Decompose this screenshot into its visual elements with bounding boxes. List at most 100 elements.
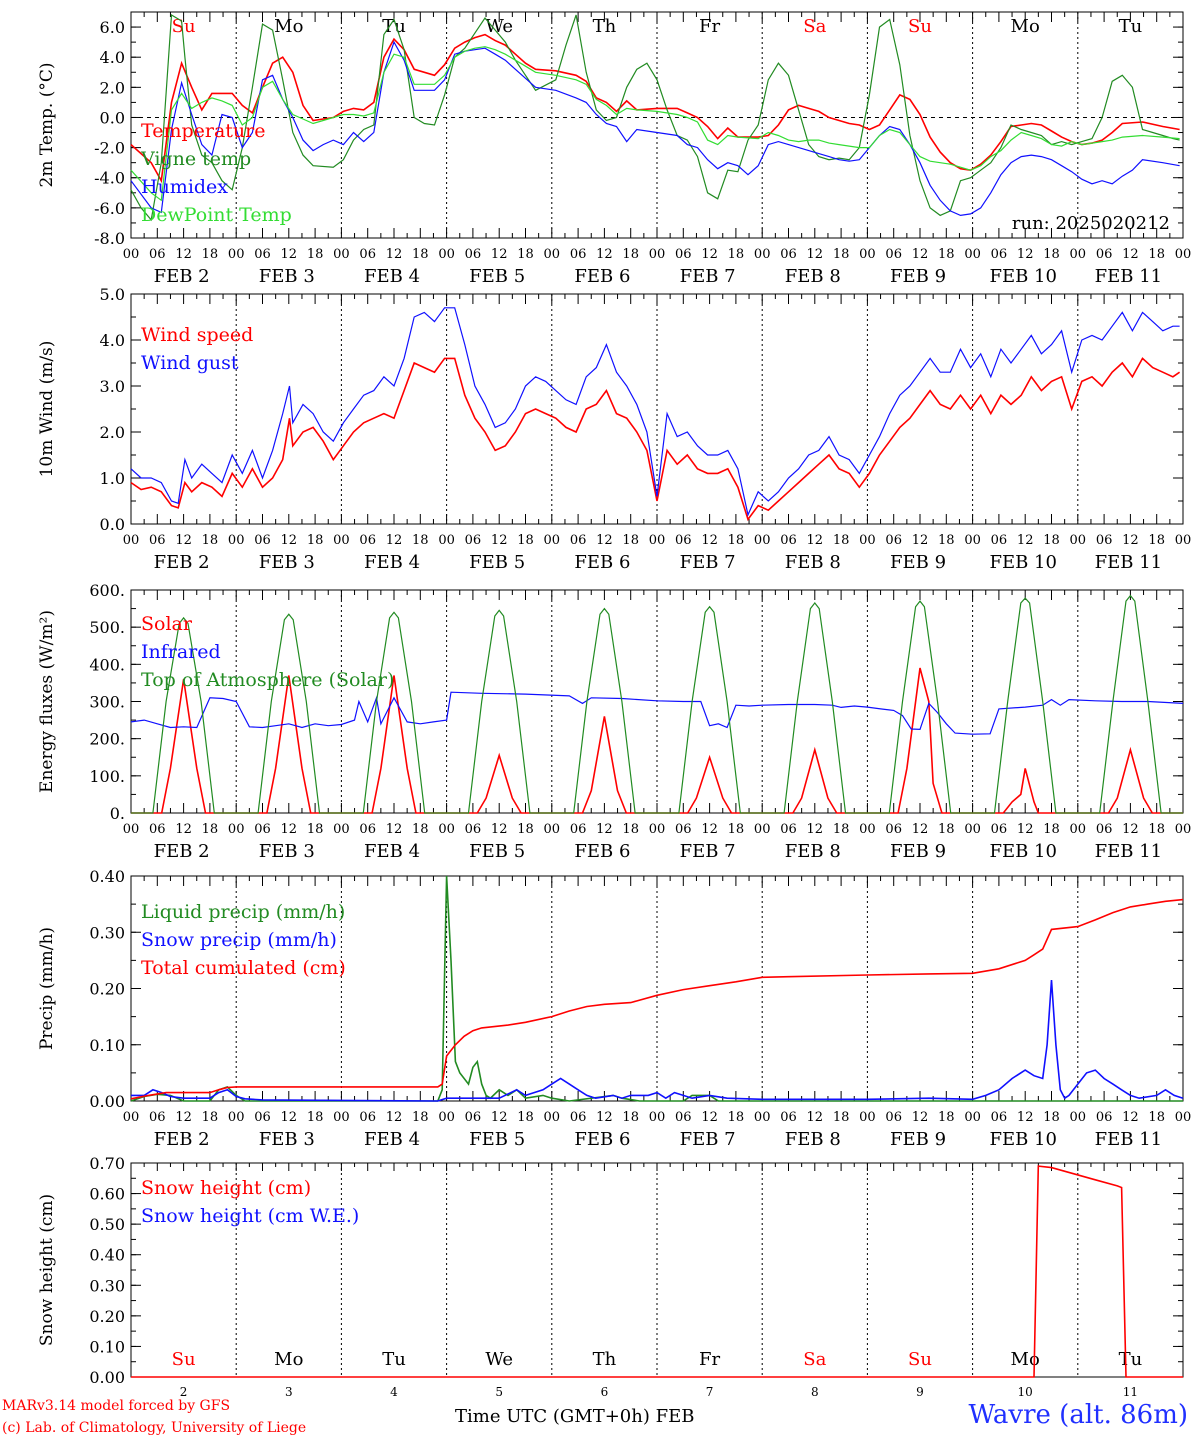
date-label: FEB 8 — [785, 841, 841, 862]
y-tick-label: 4.0 — [100, 48, 125, 67]
day-name-label: Tu — [1119, 16, 1143, 37]
hour-tick-label: 00 — [228, 247, 245, 262]
day-name-label: Th — [593, 1349, 617, 1370]
hour-tick-label: 06 — [254, 1110, 271, 1125]
y-tick-label: 1.0 — [100, 469, 125, 488]
y-tick-label: 0.70 — [89, 1154, 125, 1173]
hour-tick-label: 18 — [1148, 533, 1165, 548]
hour-tick-label: 12 — [1122, 1110, 1139, 1125]
hour-tick-label: 06 — [991, 247, 1008, 262]
date-label: FEB 8 — [785, 552, 841, 573]
y-tick-label: 0.40 — [89, 1246, 125, 1265]
y-tick-label: 0.10 — [89, 1036, 125, 1055]
hour-tick-label: 18 — [1043, 822, 1060, 837]
date-label: FEB 7 — [680, 266, 736, 287]
hour-tick-label: 18 — [412, 1110, 429, 1125]
series-line-infrared — [130, 691, 1184, 735]
y-tick-label: 0.30 — [89, 923, 125, 942]
legend-entry: Solar — [141, 613, 193, 635]
hour-tick-label: 06 — [359, 822, 376, 837]
hour-tick-label: 00 — [438, 1110, 455, 1125]
hour-tick-label: 06 — [991, 822, 1008, 837]
hour-tick-label: 00 — [1070, 822, 1087, 837]
hour-tick-label: 00 — [649, 533, 666, 548]
date-label: FEB 5 — [469, 266, 525, 287]
hour-tick-label: 18 — [622, 533, 639, 548]
hour-tick-label: 00 — [544, 1110, 561, 1125]
hour-tick-label: 06 — [465, 247, 482, 262]
date-label: FEB 5 — [469, 1129, 525, 1150]
legend-entry: Infrared — [141, 641, 221, 663]
y-tick-label: -2.0 — [94, 139, 125, 158]
day-name-label: Mo — [274, 1349, 303, 1370]
day-name-label: Mo — [274, 16, 303, 37]
date-label: FEB 9 — [890, 841, 946, 862]
legend-entry: Vigne temp — [140, 148, 251, 170]
hour-tick-label: 12 — [596, 247, 613, 262]
y-tick-label: 0.00 — [89, 1368, 125, 1387]
date-label: FEB 7 — [680, 552, 736, 573]
hour-tick-label: 18 — [1148, 822, 1165, 837]
hour-tick-label: 06 — [149, 533, 166, 548]
hour-tick-label: 00 — [333, 822, 350, 837]
y-tick-label: -4.0 — [94, 169, 125, 188]
hour-tick-label: 06 — [1096, 822, 1113, 837]
hour-tick-label: 12 — [175, 1110, 192, 1125]
date-label: FEB 11 — [1095, 841, 1162, 862]
legend-entry: Liquid precip (mm/h) — [141, 901, 345, 923]
hour-tick-label: 06 — [780, 247, 797, 262]
y-tick-label: 2.0 — [100, 78, 125, 97]
hour-tick-label: 06 — [780, 533, 797, 548]
y-tick-label: 0.00 — [89, 1092, 125, 1111]
hour-tick-label: 06 — [991, 533, 1008, 548]
hour-tick-label: 12 — [386, 533, 403, 548]
hour-tick-label: 06 — [885, 533, 902, 548]
hour-tick-label: 18 — [833, 533, 850, 548]
station-name: Wavre (alt. 86m) — [968, 1400, 1188, 1430]
credit-model: MARv3.14 model forced by GFS — [2, 1398, 231, 1414]
series-line-snow-precip-mm-h- — [131, 980, 1184, 1102]
hour-tick-label: 12 — [386, 822, 403, 837]
hour-tick-label: 00 — [123, 533, 140, 548]
legend-entry: Wind gust — [141, 352, 239, 374]
hour-tick-label: 12 — [807, 822, 824, 837]
hour-tick-label: 18 — [938, 1110, 955, 1125]
y-tick-label: 5.0 — [100, 285, 125, 304]
hour-tick-label: 00 — [754, 533, 771, 548]
legend-entry: Total cumulated (cm) — [141, 957, 346, 979]
hour-tick-label: 06 — [254, 822, 271, 837]
legend-entry: Top of Atmosphere (Solar) — [141, 669, 394, 691]
hour-tick-label: 12 — [1017, 533, 1034, 548]
hour-tick-label: 00 — [333, 1110, 350, 1125]
hour-tick-label: 00 — [228, 533, 245, 548]
hour-tick-label: 06 — [1096, 533, 1113, 548]
hour-tick-label: 00 — [1070, 247, 1087, 262]
day-number-label: 2 — [180, 1385, 188, 1399]
hour-tick-label: 12 — [491, 533, 508, 548]
series-line-temperature — [130, 33, 1180, 184]
hour-tick-label: 00 — [333, 247, 350, 262]
series-line-total-cumulated-cm- — [130, 898, 1184, 1100]
hour-tick-label: 06 — [570, 533, 587, 548]
hour-tick-label: 00 — [649, 822, 666, 837]
hour-tick-label: 18 — [833, 247, 850, 262]
series-line-snow-height-cm- — [131, 1165, 1183, 1378]
hour-tick-label: 00 — [964, 822, 981, 837]
date-label: FEB 5 — [469, 841, 525, 862]
day-name-label: Tu — [382, 16, 406, 37]
hour-tick-label: 00 — [754, 822, 771, 837]
y-tick-label: 0. — [110, 804, 125, 823]
hour-tick-label: 12 — [912, 822, 929, 837]
hour-tick-label: 06 — [570, 1110, 587, 1125]
hour-tick-label: 06 — [885, 1110, 902, 1125]
y-tick-label: 6.0 — [100, 18, 125, 37]
hour-tick-label: 06 — [359, 533, 376, 548]
hour-tick-label: 12 — [1122, 822, 1139, 837]
legend-entry: Snow height (cm W.E.) — [141, 1205, 359, 1227]
y-tick-label: 3.0 — [100, 377, 125, 396]
hour-tick-label: 12 — [281, 533, 298, 548]
date-label: FEB 6 — [574, 266, 630, 287]
y-tick-label: 600. — [89, 581, 125, 600]
date-label: FEB 5 — [469, 552, 525, 573]
